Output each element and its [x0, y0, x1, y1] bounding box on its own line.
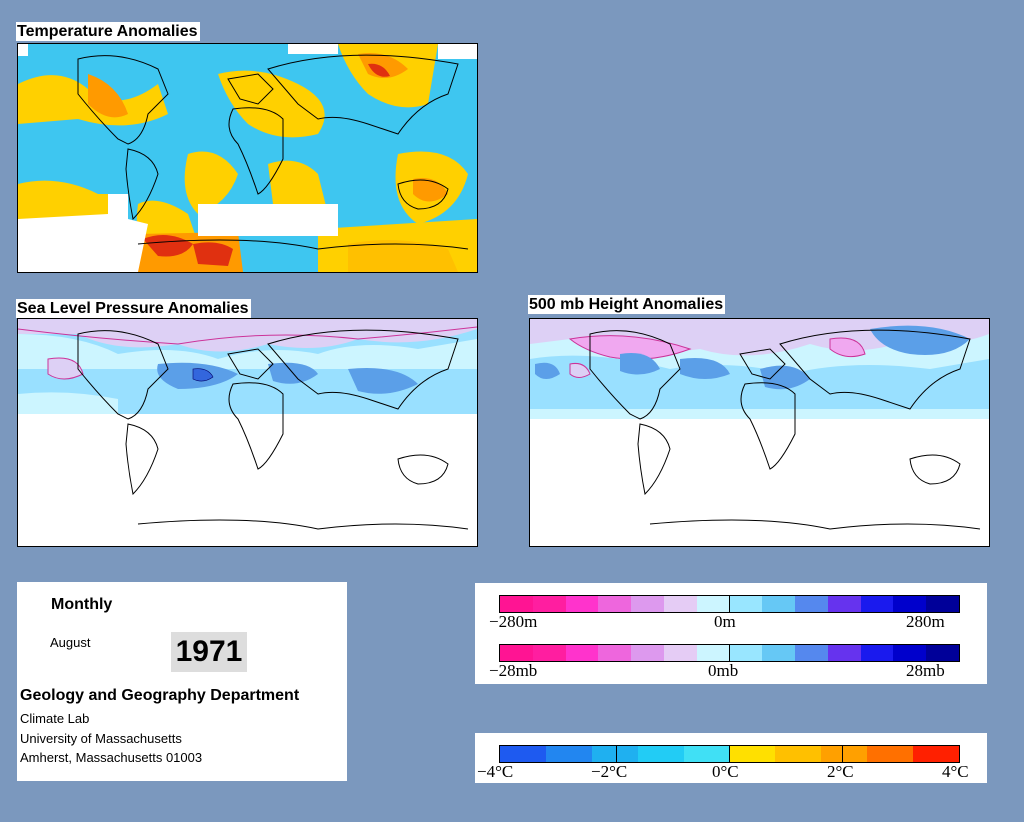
- pressure-scale-swatch: [795, 645, 828, 661]
- height-scale-swatch: [893, 596, 927, 612]
- pressure-min-label: −28mb: [489, 661, 538, 680]
- temperature-scale-swatch: [500, 746, 546, 762]
- height-max-label: 280m: [906, 612, 945, 631]
- height-scale-swatch: [663, 596, 697, 612]
- height-scale-swatch: [631, 596, 664, 612]
- temperature-scale-swatch: [775, 746, 822, 762]
- height-min-label: −280m: [489, 612, 538, 631]
- pressure-scale-swatch: [631, 645, 664, 661]
- period-label: Monthly: [51, 596, 113, 613]
- info-panel: Monthly August 1971 Geology and Geograph…: [17, 582, 347, 781]
- temperature-scale-swatch: [867, 746, 914, 762]
- year-display: 1971: [171, 632, 247, 672]
- temp-label-neg4: −4°C: [477, 762, 514, 781]
- height-scale-swatch: [860, 596, 894, 612]
- 500mb-height-anomaly-map: [529, 318, 990, 547]
- pressure-mid-label: 0mb: [708, 661, 739, 680]
- pressure-scale-swatch: [729, 645, 763, 661]
- height-color-scale: [499, 595, 960, 613]
- temp-tick-3: [842, 745, 843, 763]
- height500-map-title: 500 mb Height Anomalies: [528, 295, 726, 314]
- height-mid-tick: [729, 595, 730, 613]
- pressure-scale-swatch: [860, 645, 894, 661]
- temperature-scale-swatch: [729, 746, 776, 762]
- height-pressure-legend: −280m 0m 280m −28mb 0mb 28mb: [475, 583, 987, 684]
- height-scale-swatch: [598, 596, 632, 612]
- pressure-scale-swatch: [926, 645, 959, 661]
- sea-level-pressure-anomaly-map: [17, 318, 478, 547]
- pressure-mid-tick: [729, 644, 730, 662]
- address-line: Amherst, Massachusetts 01003: [20, 750, 203, 765]
- temp-tick-2: [729, 745, 730, 763]
- pressure-scale-swatch: [827, 645, 861, 661]
- pressure-scale-swatch: [893, 645, 927, 661]
- temperature-scale-swatch: [821, 746, 868, 762]
- height-scale-swatch: [926, 596, 959, 612]
- temperature-legend: −4°C −2°C 0°C 2°C 4°C: [475, 733, 987, 783]
- height-mid-label: 0m: [714, 612, 736, 631]
- pressure-scale-swatch: [663, 645, 697, 661]
- temperature-scale-swatch: [637, 746, 684, 762]
- temperature-map-title: Temperature Anomalies: [16, 22, 200, 41]
- temp-label-2: 2°C: [827, 762, 854, 781]
- height-scale-swatch: [795, 596, 828, 612]
- temperature-scale-swatch: [591, 746, 638, 762]
- department-name: Geology and Geography Department: [20, 687, 300, 704]
- pressure-scale-swatch: [565, 645, 599, 661]
- slp-map-title: Sea Level Pressure Anomalies: [16, 299, 251, 318]
- height-scale-swatch: [827, 596, 861, 612]
- pressure-scale-swatch: [762, 645, 796, 661]
- height-scale-swatch: [565, 596, 599, 612]
- pressure-max-label: 28mb: [906, 661, 945, 680]
- pressure-scale-swatch: [532, 645, 566, 661]
- temp-tick-1: [616, 745, 617, 763]
- temp-label-neg2: −2°C: [591, 762, 628, 781]
- pressure-scale-swatch: [598, 645, 632, 661]
- temperature-scale-swatch: [545, 746, 592, 762]
- temperature-color-scale: [499, 745, 960, 763]
- temperature-scale-swatch: [913, 746, 960, 762]
- lab-name: Climate Lab: [20, 711, 90, 726]
- temp-label-0: 0°C: [712, 762, 739, 781]
- height-scale-swatch: [729, 596, 763, 612]
- temperature-scale-swatch: [683, 746, 730, 762]
- temp-label-4: 4°C: [942, 762, 969, 781]
- pressure-scale-swatch: [500, 645, 533, 661]
- university-name: University of Massachusetts: [20, 731, 182, 746]
- height-scale-swatch: [762, 596, 796, 612]
- height-scale-swatch: [500, 596, 533, 612]
- pressure-scale-swatch: [696, 645, 730, 661]
- height-scale-swatch: [532, 596, 566, 612]
- temperature-anomaly-map: [17, 43, 478, 273]
- height-scale-swatch: [696, 596, 730, 612]
- month-label: August: [50, 635, 91, 650]
